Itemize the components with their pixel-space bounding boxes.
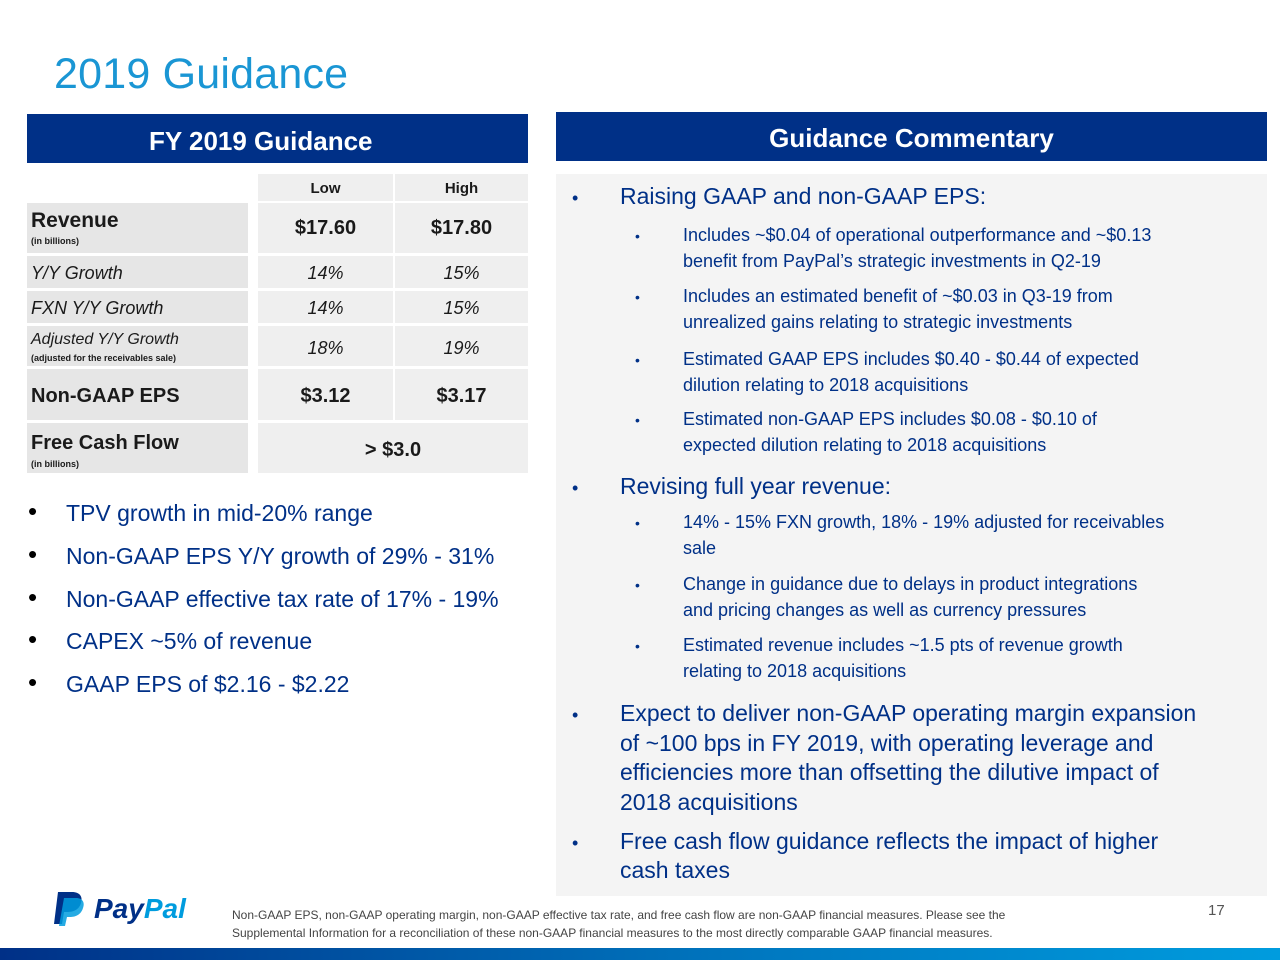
footnote-line-2: Supplemental Information for a reconcili… — [232, 926, 993, 940]
fcf-sub: (in billions) — [31, 459, 79, 469]
revenue-low: $17.60 — [258, 203, 393, 253]
fxn-low: 14% — [258, 291, 393, 323]
left-bullet-text: Non-GAAP EPS Y/Y growth of 29% - 31% — [66, 543, 495, 569]
left-bullet-text: Non-GAAP effective tax rate of 17% - 19% — [66, 586, 499, 612]
eps-item-3a: Estimated GAAP EPS includes $0.40 - $0.4… — [683, 349, 1139, 369]
margin-line-a: Expect to deliver non-GAAP operating mar… — [620, 700, 1197, 726]
sub-bullet-dot: • — [635, 352, 640, 368]
eps-item-4b: expected dilution relating to 2018 acqui… — [683, 435, 1047, 455]
bullet-dot: • — [572, 478, 579, 498]
fcf-value: > $3.0 — [258, 423, 528, 473]
sub-bullet-dot: • — [635, 577, 640, 593]
fxn-high: 15% — [395, 291, 528, 323]
row-revenue-label: Revenue (in billions) — [27, 203, 248, 253]
fcf-line-b: cash taxes — [620, 857, 730, 883]
commentary-header: Guidance Commentary — [556, 112, 1267, 161]
footnote: Non-GAAP EPS, non-GAAP operating margin,… — [232, 906, 1192, 942]
fcf-line-a: Free cash flow guidance reflects the imp… — [620, 828, 1159, 854]
row-adjusted-label: Adjusted Y/Y Growth (adjusted for the re… — [27, 326, 248, 366]
row-fxn-label: FXN Y/Y Growth — [27, 291, 248, 323]
bullet-dot: • — [572, 705, 579, 725]
eps-high: $3.17 — [395, 369, 528, 420]
left-bullet-text: GAAP EPS of $2.16 - $2.22 — [66, 671, 350, 697]
eps-item-3b: dilution relating to 2018 acquisitions — [683, 375, 969, 395]
yy-label: Y/Y Growth — [31, 263, 123, 283]
rev-item-1b: sale — [683, 538, 717, 558]
margin-line-c: efficiencies more than offsetting the di… — [620, 759, 1159, 785]
adjusted-sub: (adjusted for the receivables sale) — [31, 353, 177, 363]
eps-low: $3.12 — [258, 369, 393, 420]
fy-guidance-header: FY 2019 Guidance — [27, 114, 528, 163]
page-number: 17 — [1208, 902, 1225, 919]
paypal-logo: PayPal — [52, 890, 202, 926]
eps-item-2a: Includes an estimated benefit of ~$0.03 … — [683, 286, 1113, 306]
sub-bullet-dot: • — [635, 228, 640, 244]
footnote-line-1: Non-GAAP EPS, non-GAAP operating margin,… — [232, 908, 1006, 922]
commentary-panel — [556, 174, 1267, 896]
row-yy-label: Y/Y Growth — [27, 256, 248, 288]
fcf-label: Free Cash Flow — [31, 432, 179, 454]
bottom-stripe — [0, 948, 1280, 960]
left-bullet-text: TPV growth in mid-20% range — [66, 500, 373, 526]
eps-heading: Raising GAAP and non-GAAP EPS: — [620, 183, 987, 209]
bullet-dot: • — [572, 188, 579, 208]
yy-low: 14% — [258, 256, 393, 288]
rev-item-2b: and pricing changes as well as currency … — [683, 600, 1087, 620]
eps-item-1b: benefit from PayPal’s strategic investme… — [683, 251, 1101, 271]
paypal-p-icon — [54, 892, 84, 926]
eps-item-1a: Includes ~$0.04 of operational outperfor… — [683, 225, 1152, 245]
fy-guidance-header-label: FY 2019 Guidance — [149, 126, 373, 156]
adjusted-low: 18% — [258, 326, 393, 366]
eps-label: Non-GAAP EPS — [31, 385, 180, 407]
revenue-heading: Revising full year revenue: — [620, 473, 892, 499]
col-low: Low — [258, 174, 393, 201]
rev-item-1a: 14% - 15% FXN growth, 18% - 19% adjusted… — [683, 512, 1165, 532]
revenue-high: $17.80 — [395, 203, 528, 253]
row-eps-label: Non-GAAP EPS — [27, 369, 248, 420]
left-bullet-text: CAPEX ~5% of revenue — [66, 628, 313, 654]
fxn-label: FXN Y/Y Growth — [31, 298, 164, 318]
sub-bullet-dot: • — [635, 515, 640, 531]
sub-bullet-dot: • — [635, 412, 640, 428]
adjusted-label: Adjusted Y/Y Growth — [31, 331, 179, 348]
col-high: High — [395, 174, 528, 201]
margin-line-d: 2018 acquisitions — [620, 789, 798, 815]
paypal-wordmark: PayPal — [94, 893, 186, 924]
rev-item-3b: relating to 2018 acquisitions — [683, 661, 907, 681]
sub-bullet-dot: • — [635, 289, 640, 305]
eps-item-2b: unrealized gains relating to strategic i… — [683, 312, 1073, 332]
yy-high: 15% — [395, 256, 528, 288]
page-title: 2019 Guidance — [54, 50, 349, 98]
revenue-sub: (in billions) — [31, 236, 79, 246]
sub-bullet-dot: • — [635, 638, 640, 654]
margin-line-b: of ~100 bps in FY 2019, with operating l… — [620, 730, 1154, 756]
rev-item-3a: Estimated revenue includes ~1.5 pts of r… — [683, 635, 1123, 655]
eps-item-4a: Estimated non-GAAP EPS includes $0.08 - … — [683, 409, 1097, 429]
revenue-label: Revenue — [31, 209, 119, 232]
adjusted-high: 19% — [395, 326, 528, 366]
rev-item-2a: Change in guidance due to delays in prod… — [683, 574, 1138, 594]
row-fcf-label: Free Cash Flow (in billions) — [27, 423, 248, 473]
bullet-dot: • — [572, 833, 579, 853]
